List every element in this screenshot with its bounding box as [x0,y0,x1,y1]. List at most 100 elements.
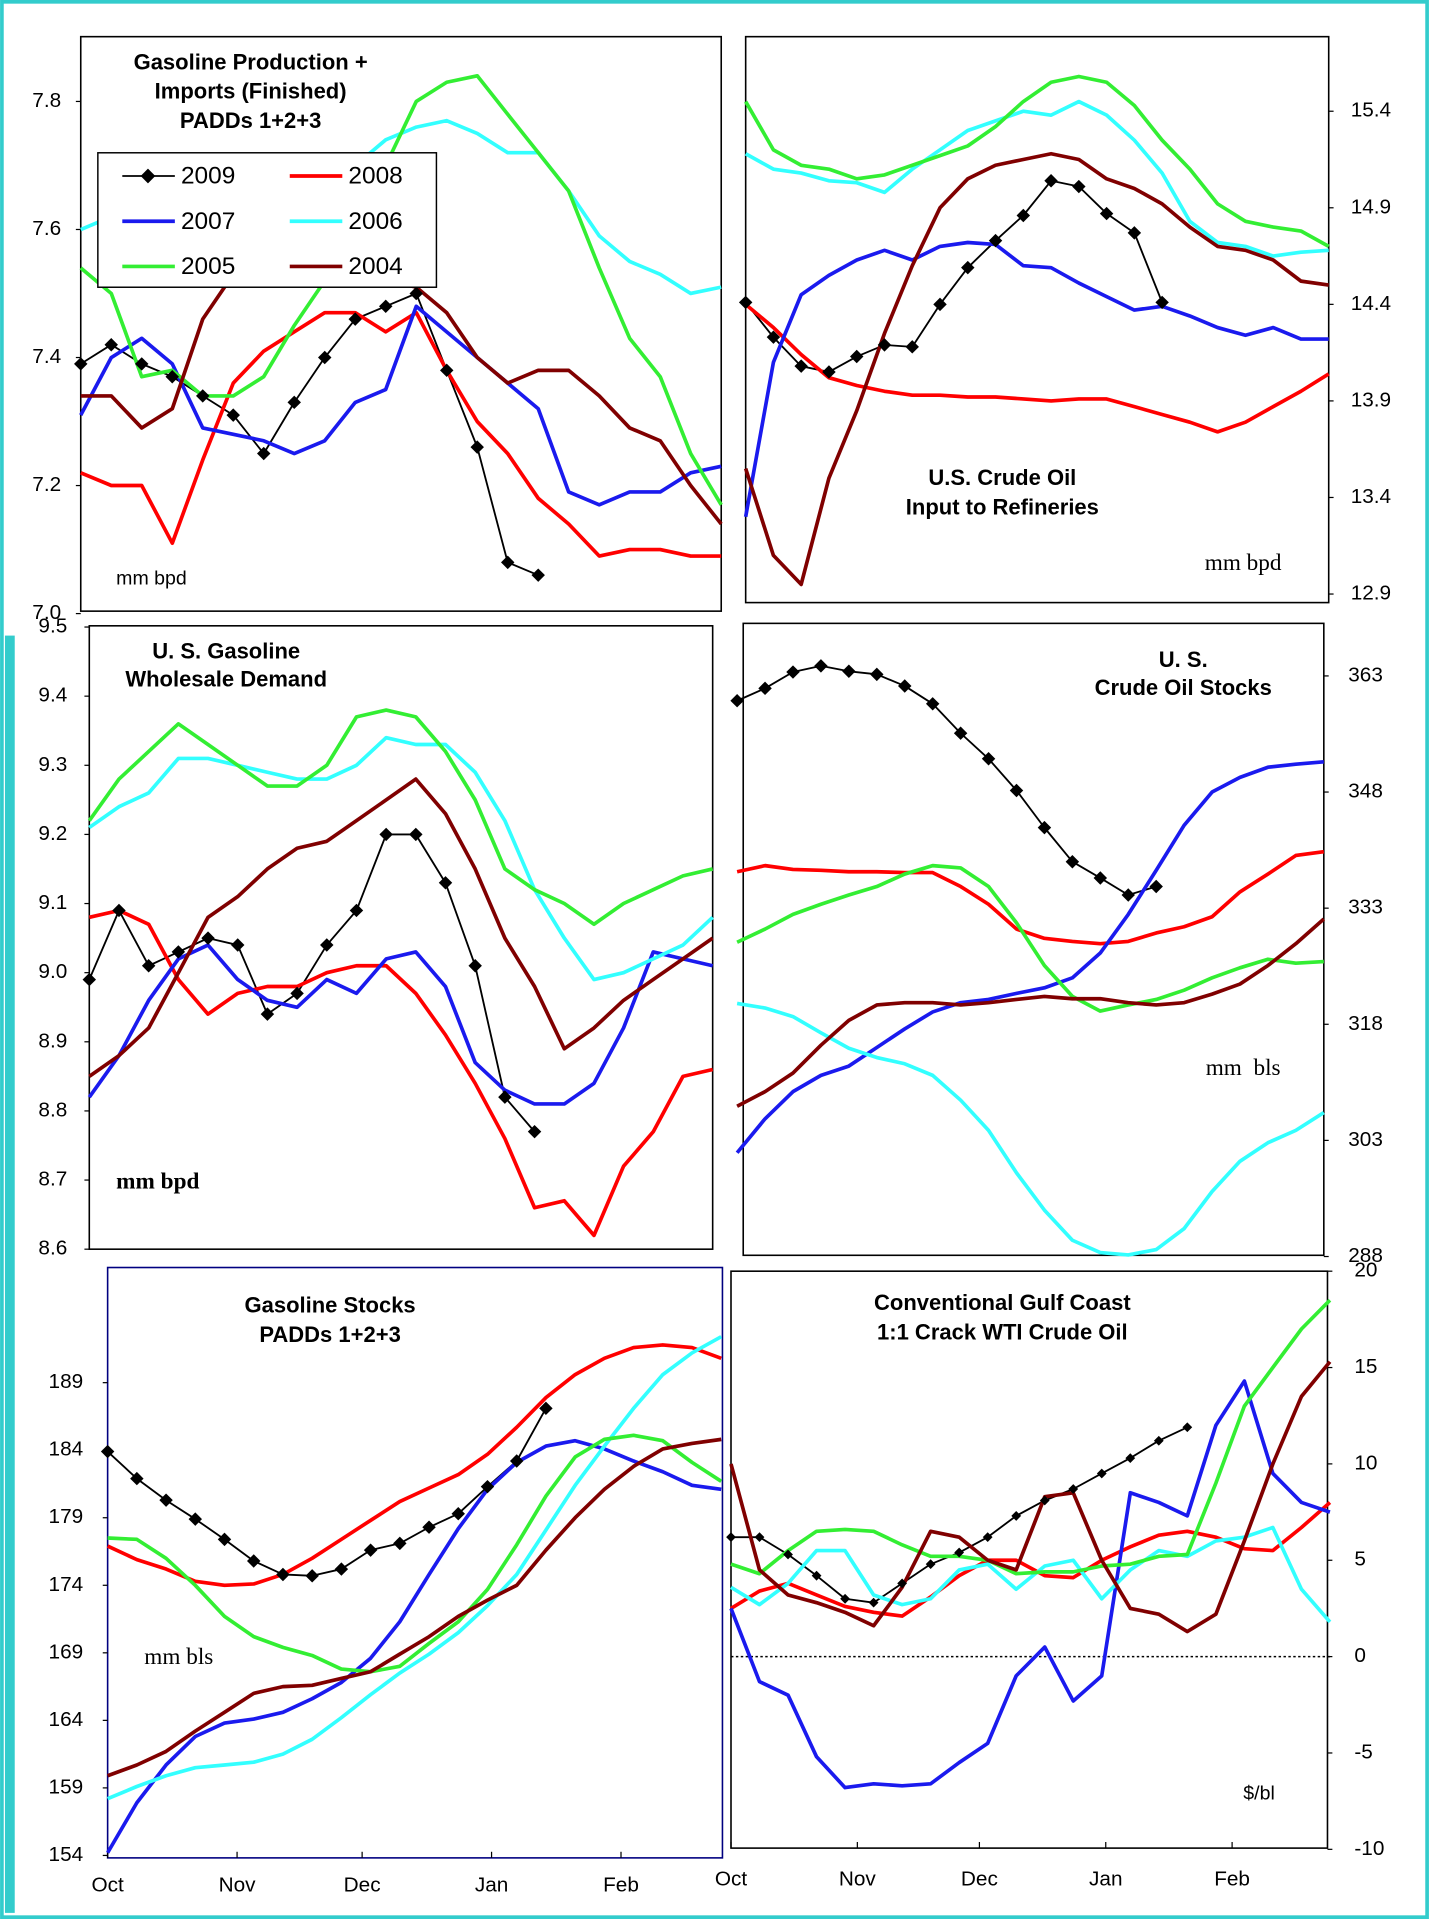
diamond-marker [1096,1468,1107,1479]
legend-label: 2004 [348,253,402,280]
diamond-marker [766,330,781,344]
diamond-marker [981,752,996,766]
y-tick-label: 7.8 [32,89,61,112]
diamond-marker [1121,888,1135,902]
chart-title: U. S. [1159,647,1208,672]
diamond-marker [1065,854,1080,869]
y-tick-label: 9.5 [38,615,67,638]
y-tick-label: 174 [49,1573,84,1596]
diamond-marker [1037,820,1052,835]
diamond-marker [1127,226,1142,240]
diamond-marker [840,1593,850,1604]
y-tick-label: 7.2 [32,473,61,496]
diamond-marker [758,681,772,696]
diamond-marker [196,389,210,403]
y-tick-label: 7.6 [32,217,61,240]
diamond-marker [104,337,118,352]
series-line [106,1335,723,1801]
series-line [88,833,536,1133]
y-tick-label: 20 [1354,1259,1377,1282]
series-line [744,74,1330,249]
legend-label: 2009 [181,163,235,190]
diamond-marker [811,1570,822,1581]
chart-title: 1:1 Crack WTI Crude Oil [877,1319,1128,1344]
chart-title: U. S. Gasoline [152,639,300,664]
diamond-marker [527,1124,542,1139]
diamond-marker [334,1562,349,1576]
y-tick-label: 288 [1348,1244,1383,1267]
chart-title: Crude Oil Stocks [1095,675,1272,700]
plot-frame [106,1266,724,1859]
diamond-marker [349,903,364,918]
y-tick-label: 179 [49,1505,84,1528]
diamond-marker [754,1532,765,1543]
diamond-marker [393,1536,407,1551]
x-tick-label: Nov [219,1873,257,1896]
diamond-marker [422,1520,436,1534]
diamond-marker [1011,1511,1022,1521]
series-line [106,1438,722,1854]
diamond-marker [870,667,884,682]
y-tick-label: 154 [49,1843,84,1866]
series-line [88,735,714,982]
diamond-marker [135,357,149,371]
chart-title: Gasoline Production + [134,49,368,74]
chart-title: PADDs 1+2+3 [180,108,321,133]
chart-title: U.S. Crude Oil [928,465,1076,490]
diamond-marker [868,1597,879,1608]
diamond-marker [171,945,186,959]
y-tick-label: 10 [1354,1451,1377,1474]
y-tick-label: 303 [1348,1128,1383,1151]
y-tick-label: 9.1 [38,891,67,914]
legend-label: 2007 [181,208,235,235]
diamond-marker [260,1007,275,1021]
y-tick-label: 13.4 [1351,485,1391,508]
y-tick-label: 12.9 [1351,582,1391,605]
series-line [79,73,723,506]
x-tick-label: Feb [603,1873,639,1896]
diamond-marker [112,903,126,918]
y-tick-label: 0 [1354,1644,1366,1667]
series-line [735,760,1324,1154]
diamond-marker [849,349,864,364]
diamond-marker [440,363,454,378]
y-tick-label: 348 [1348,780,1383,803]
x-tick-label: Dec [961,1867,998,1890]
plot-frame [744,35,1330,604]
diamond-marker [165,370,179,384]
diamond-marker [933,297,947,312]
x-tick-label: Jan [1089,1867,1122,1890]
series-line [736,664,1157,896]
x-tick-label: Jan [475,1873,508,1896]
diamond-marker [501,555,515,570]
diamond-marker [498,1090,512,1104]
y-tick-label: -10 [1354,1837,1384,1860]
series-line [743,240,1329,518]
series-line [88,908,714,1238]
diamond-marker [988,233,1003,248]
y-tick-label: 318 [1348,1012,1383,1035]
legend-label: 2008 [348,163,402,190]
y-tick-label: 15.4 [1351,99,1391,122]
y-tick-label: 184 [49,1438,84,1461]
diamond-marker [480,1479,495,1494]
y-tick-label: 164 [49,1708,84,1731]
chart-title: Imports (Finished) [155,79,347,104]
diamond-marker [100,1444,115,1459]
diamond-marker [247,1554,261,1568]
diamond-marker [82,972,97,987]
y-tick-label: -5 [1354,1740,1372,1763]
series-line [79,304,722,507]
y-tick-label: 189 [49,1370,84,1393]
diamond-marker [438,876,453,890]
diamond-marker [1072,179,1086,194]
units-label: mm bls [144,1644,213,1670]
side-bar [4,635,15,1913]
x-tick-label: Oct [91,1873,124,1896]
y-tick-label: 9.4 [38,684,67,707]
y-tick-label: 9.2 [38,822,67,845]
diamond-marker [276,1567,290,1582]
series-line [729,1379,1331,1790]
diamond-marker [1182,1422,1193,1433]
